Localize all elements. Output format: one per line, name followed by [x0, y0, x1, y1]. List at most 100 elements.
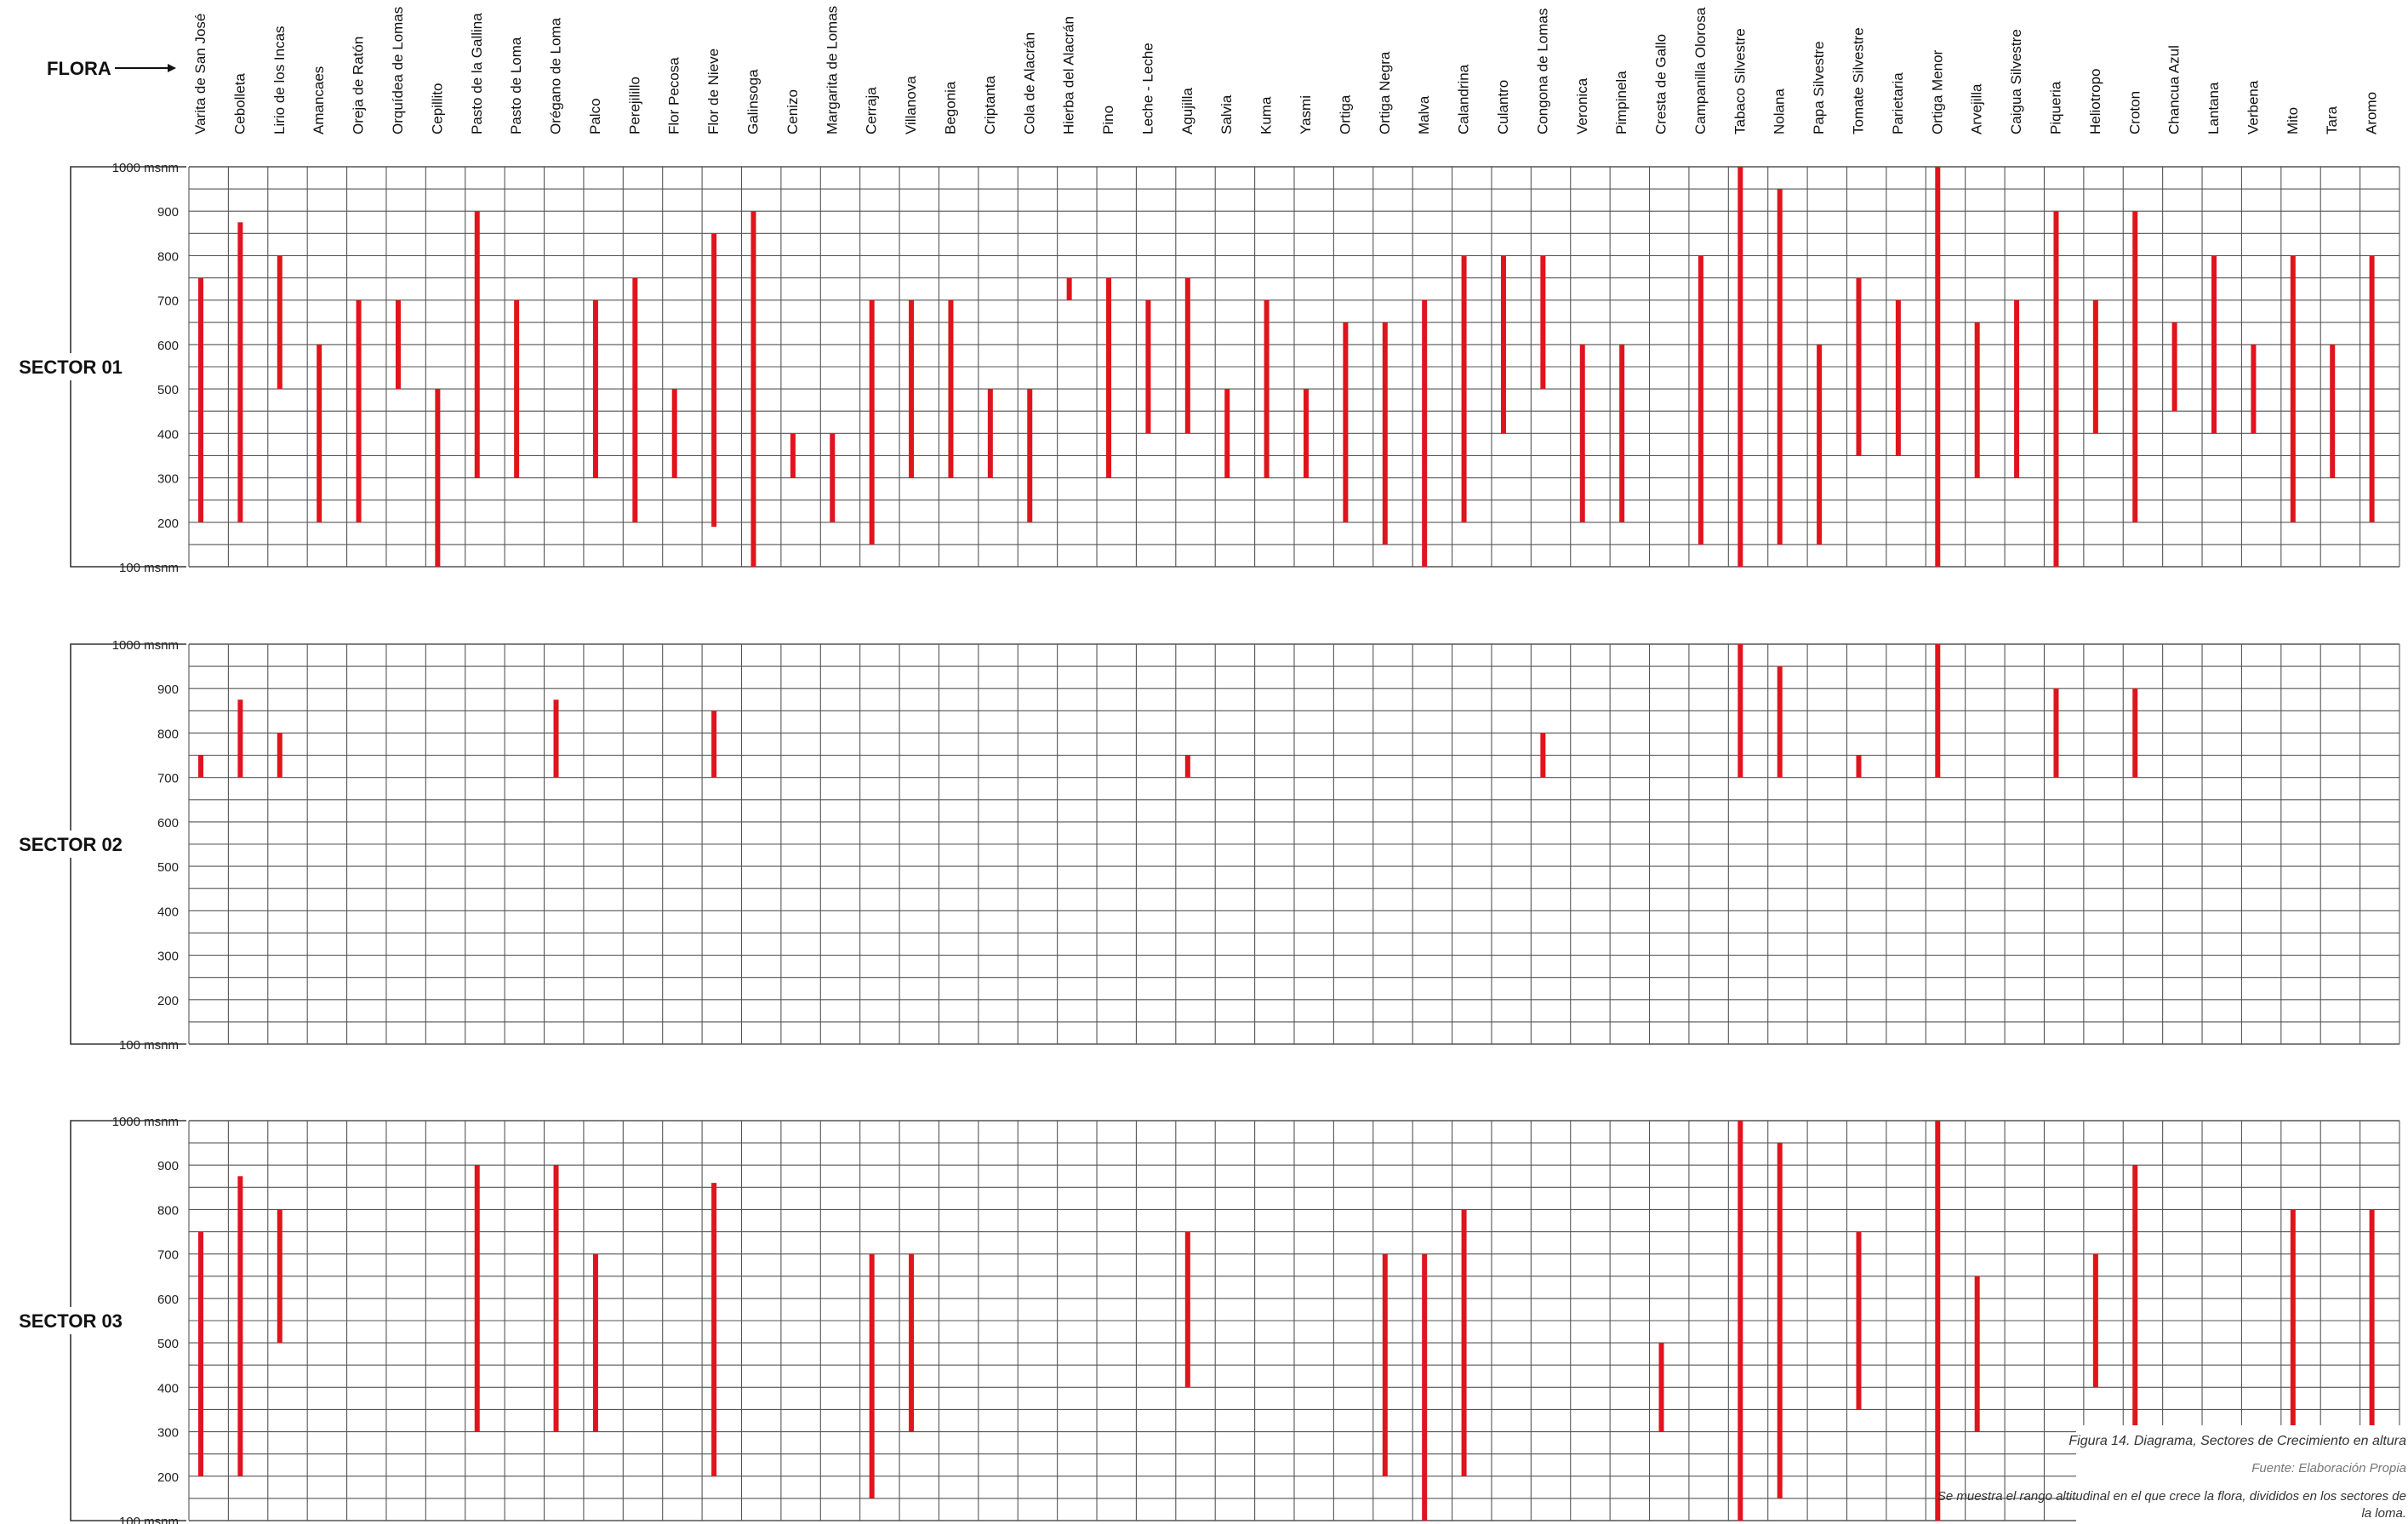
range-bar: [1658, 1343, 1664, 1432]
tick-label: 300: [157, 472, 179, 487]
category-label: Heliotropo: [2087, 69, 2103, 135]
range-bar: [2092, 1253, 2098, 1388]
range-bar: [474, 211, 480, 478]
range-bar: [1935, 167, 1941, 567]
range-bar: [553, 1165, 559, 1432]
tick-label: 500: [157, 1337, 179, 1351]
category-label: Croton: [2126, 91, 2143, 134]
range-bar: [1856, 755, 1862, 778]
category-label: Congona de Lomas: [1534, 9, 1550, 134]
panel-1: 1000 msnm 900 800 700 600 500 400 300 200 100 msn…: [15, 161, 2400, 575]
range-bar: [395, 300, 401, 390]
range-bar: [1974, 1276, 1980, 1432]
category-label: Begonia: [942, 81, 958, 134]
category-label: Arvejilla: [1969, 83, 1985, 134]
range-bar: [317, 344, 322, 522]
sector-label-bg: [15, 353, 126, 380]
category-label: Yasmi: [1298, 95, 1314, 134]
sector-label-bg: [15, 1307, 126, 1334]
range-bar: [1422, 1253, 1428, 1521]
range-bar: [237, 222, 243, 522]
range-bar: [2330, 344, 2336, 478]
range-bar: [1184, 755, 1190, 778]
range-bar: [1738, 644, 1743, 778]
range-bar: [1777, 1143, 1783, 1498]
range-bar: [1895, 300, 1901, 456]
tick-label: 100 msnm: [119, 1038, 179, 1053]
range-bar: [1856, 1231, 1862, 1410]
tick-label: 700: [157, 1248, 179, 1263]
category-label: Cepillito: [429, 83, 445, 134]
category-label: Criptanta: [982, 75, 998, 134]
category-label: Veronica: [1574, 77, 1590, 134]
range-bar: [1738, 167, 1743, 567]
figure-caption: Figura 14. Diagrama, Sectores de Crecimi…: [2068, 1434, 2406, 1448]
range-bar: [1066, 277, 1072, 300]
category-label: Varita de San José: [192, 14, 208, 134]
category-label: Cola de Alacrán: [1021, 32, 1037, 134]
range-bar: [2053, 211, 2059, 567]
range-bar: [1382, 322, 1388, 545]
range-bar: [1935, 644, 1941, 778]
range-bar: [237, 699, 243, 778]
figure-note: Se muestra el rango altitudinal en el qu…: [1937, 1489, 2406, 1521]
range-bar: [909, 1253, 915, 1432]
tick-label: 100 msnm: [119, 561, 179, 575]
range-bar: [1184, 1231, 1190, 1388]
tick-label: 200: [157, 994, 179, 1008]
category-label: Orégano de Loma: [548, 17, 564, 134]
range-bar: [1027, 389, 1033, 522]
caption-box: [2076, 1425, 2408, 1524]
tick-label: 800: [157, 249, 179, 264]
category-label: Galinsoga: [745, 69, 762, 134]
category-label: Campanilla Olorosa: [1692, 7, 1709, 134]
category-label: Salvia: [1218, 94, 1235, 134]
range-bar: [2251, 344, 2257, 434]
category-label: Culantro: [1495, 80, 1511, 134]
category-label: Villanova: [903, 76, 919, 134]
range-bar: [1264, 300, 1270, 478]
range-bar: [1461, 1209, 1467, 1476]
tick-label: 600: [157, 816, 179, 830]
category-label: Leche - Leche: [1139, 43, 1155, 134]
range-bar: [711, 233, 717, 527]
range-bar: [1738, 1121, 1743, 1521]
category-label: Nolana: [1772, 88, 1788, 134]
range-bar: [553, 699, 559, 778]
range-bar: [2014, 300, 2020, 478]
category-label: Tara: [2324, 106, 2340, 134]
range-bar: [1935, 1121, 1941, 1521]
sector-label-bg: [15, 830, 126, 858]
range-bar: [2171, 322, 2177, 412]
range-bar: [2053, 688, 2059, 778]
category-label: Flor de Nieve: [705, 49, 722, 134]
range-bar: [1698, 255, 1703, 545]
range-bar: [632, 277, 638, 522]
range-bar: [671, 389, 677, 478]
range-bar: [750, 211, 756, 567]
range-bar: [869, 1253, 875, 1498]
tick-label: 300: [157, 1426, 179, 1441]
range-bar: [1777, 666, 1783, 778]
range-bar: [909, 300, 915, 478]
sector-label: SECTOR 01: [19, 357, 123, 378]
range-bar: [1106, 277, 1112, 478]
range-bar: [987, 389, 993, 478]
category-label: Perejilillo: [626, 77, 642, 134]
flora-label: FLORA: [47, 58, 111, 79]
range-bar: [198, 277, 203, 522]
range-bar: [2211, 255, 2217, 434]
tick-label: 200: [157, 517, 179, 531]
sector-label: SECTOR 03: [19, 1310, 123, 1332]
tick-label: 500: [157, 383, 179, 397]
category-label: Amancaes: [311, 66, 327, 134]
tick-label: 400: [157, 905, 179, 919]
category-label: Verbena: [2245, 80, 2261, 134]
range-bar: [1461, 255, 1467, 522]
category-label: Caigua Silvestre: [2008, 29, 2024, 134]
tick-label: 800: [157, 727, 179, 741]
tick-label: 700: [157, 772, 179, 786]
range-bar: [1777, 189, 1783, 545]
range-bar: [474, 1165, 480, 1432]
